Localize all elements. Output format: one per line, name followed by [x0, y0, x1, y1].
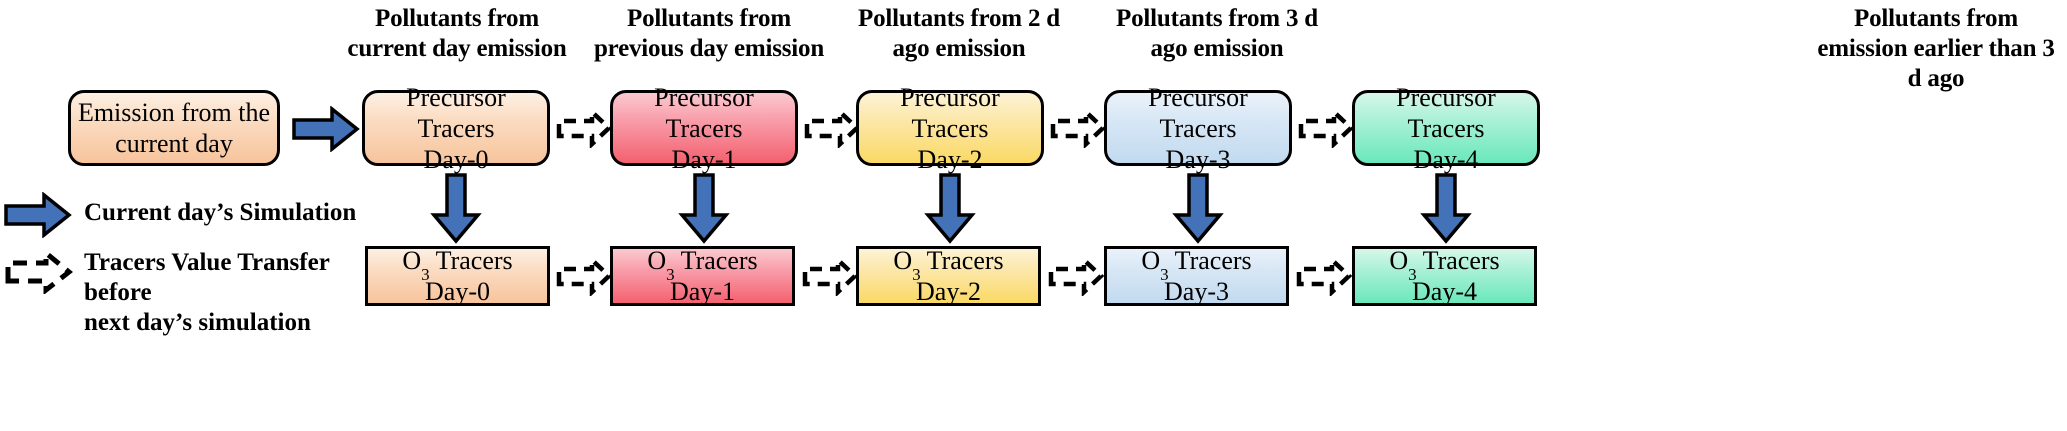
ozone-box-day-1: O3 Tracers Day-1	[610, 246, 795, 306]
ozone-box-day-2-subscript: 3	[912, 265, 921, 285]
precursor-box-day-2-line2: Day-2	[917, 144, 983, 174]
precursor-box-day-0-line2: Day-0	[423, 144, 489, 174]
ozone-box-day-0: O3 Tracers Day-0	[365, 246, 550, 306]
column-header-2: Pollutants from 2 d ago emission	[858, 5, 1060, 62]
down-arrow-icon	[924, 173, 976, 244]
dashed-right-arrow-icon	[556, 256, 612, 296]
precursor-box-day-4-line2: Day-4	[1413, 144, 1479, 174]
legend-dashed-line1: Tracers Value Transfer before	[84, 249, 330, 306]
precursor-box-day-1-line1: Precursor Tracers	[654, 82, 754, 143]
precursor-box-day-2-line1: Precursor Tracers	[900, 82, 1000, 143]
legend-dashed-label: Tracers Value Transfer before next day’s…	[84, 248, 364, 338]
ozone-box-day-4-suffix: Tracers Day-4	[1412, 246, 1500, 306]
legend-solid-label: Current day’s Simulation	[84, 199, 357, 226]
down-arrow-icon	[1172, 173, 1224, 244]
precursor-box-day-4-line1: Precursor Tracers	[1396, 82, 1496, 143]
dashed-right-arrow-icon	[1050, 108, 1106, 148]
ozone-box-day-1-prefix: O	[647, 246, 667, 275]
ozone-box-day-0-suffix: Tracers Day-0	[425, 246, 513, 306]
right-arrow-icon	[4, 192, 72, 238]
column-header-3: Pollutants from 3 d ago emission	[1116, 5, 1318, 62]
precursor-box-day-3-line2: Day-3	[1165, 144, 1231, 174]
dashed-right-arrow-icon	[1296, 256, 1352, 296]
emission-source-box: Emission from the current day	[68, 90, 280, 166]
precursor-box-day-0: Precursor Tracers Day-0	[362, 83, 550, 174]
ozone-box-day-3-subscript: 3	[1160, 265, 1169, 285]
ozone-box-day-4-subscript: 3	[1408, 265, 1417, 285]
precursor-box-day-1: Precursor Tracers Day-1	[610, 83, 798, 174]
ozone-box-day-2: O3 Tracers Day-2	[856, 246, 1041, 306]
ozone-box-day-2-prefix: O	[893, 246, 913, 275]
ozone-box-day-3-prefix: O	[1141, 246, 1161, 275]
ozone-box-day-0-prefix: O	[402, 246, 422, 275]
ozone-box-day-1-suffix: Tracers Day-1	[670, 246, 758, 306]
precursor-box-day-2: Precursor Tracers Day-2	[856, 83, 1044, 174]
precursor-box-day-0-line1: Precursor Tracers	[406, 82, 506, 143]
ozone-box-day-1-subscript: 3	[666, 265, 675, 285]
dashed-right-arrow-icon	[556, 108, 612, 148]
dashed-right-arrow-icon	[804, 108, 860, 148]
column-header-1: Pollutants from previous day emission	[593, 5, 825, 62]
down-arrow-icon	[678, 173, 730, 244]
dashed-right-arrow-icon	[1298, 108, 1354, 148]
ozone-box-day-0-subscript: 3	[421, 265, 430, 285]
ozone-box-day-4-prefix: O	[1389, 246, 1409, 275]
precursor-box-day-3: Precursor Tracers Day-3	[1104, 83, 1292, 174]
precursor-box-day-1-line2: Day-1	[671, 144, 737, 174]
ozone-box-day-4: O3 Tracers Day-4	[1352, 246, 1537, 306]
dashed-right-arrow-icon	[5, 248, 73, 294]
down-arrow-icon	[1420, 173, 1472, 244]
dashed-right-arrow-icon	[802, 256, 858, 296]
column-header-4: Pollutants from emission earlier than 3 …	[1817, 5, 2055, 92]
right-arrow-icon	[292, 106, 360, 152]
legend-dashed-line2: next day’s simulation	[84, 309, 311, 336]
precursor-box-day-4: Precursor Tracers Day-4	[1352, 83, 1540, 174]
ozone-box-day-3-suffix: Tracers Day-3	[1164, 246, 1252, 306]
emission-source-line2: current day	[115, 129, 233, 158]
dashed-right-arrow-icon	[1048, 256, 1104, 296]
column-header-0: Pollutants from current day emission	[347, 5, 567, 62]
emission-source-line1: Emission from the	[77, 98, 271, 127]
down-arrow-icon	[430, 173, 482, 244]
precursor-box-day-3-line1: Precursor Tracers	[1148, 82, 1248, 143]
ozone-box-day-2-suffix: Tracers Day-2	[916, 246, 1004, 306]
ozone-box-day-3: O3 Tracers Day-3	[1104, 246, 1289, 306]
